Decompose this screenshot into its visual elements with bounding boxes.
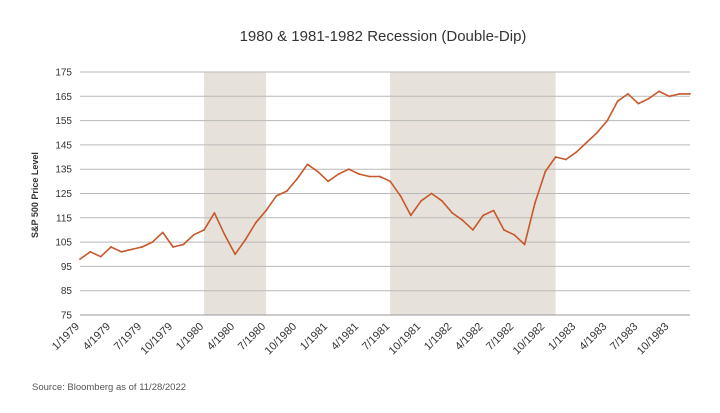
data-point — [347, 168, 350, 171]
data-point — [368, 175, 371, 178]
data-point — [265, 209, 268, 212]
data-point — [151, 241, 154, 244]
source-note: Source: Bloomberg as of 11/28/2022 — [32, 382, 186, 393]
data-point — [420, 199, 423, 202]
data-point — [327, 180, 330, 183]
data-point — [492, 209, 495, 212]
data-point — [471, 229, 474, 231]
data-point — [534, 202, 536, 205]
data-point — [89, 250, 92, 253]
x-tick-label: 4/1983 — [577, 321, 609, 353]
data-point — [182, 243, 185, 246]
y-tick-label: 155 — [55, 116, 72, 127]
data-point — [440, 199, 443, 202]
data-point — [130, 248, 133, 251]
data-point — [596, 131, 598, 134]
y-tick-label: 125 — [55, 189, 72, 200]
data-point — [99, 255, 102, 258]
y-tick-label: 175 — [55, 68, 72, 79]
data-point — [451, 212, 454, 214]
data-point — [378, 175, 381, 178]
data-point — [79, 258, 81, 261]
y-tick-label: 145 — [55, 140, 72, 151]
data-point — [172, 246, 174, 248]
data-point — [554, 156, 557, 158]
data-point — [513, 233, 516, 236]
x-tick-label: 10/1980 — [263, 321, 300, 358]
y-tick-labels: 75 85 95 105 115 125 135 145 155 165 175 — [55, 68, 72, 322]
x-tick-label: 4/1981 — [329, 321, 361, 353]
data-point — [161, 231, 164, 234]
y-tick-label: 95 — [61, 262, 73, 273]
data-point — [409, 214, 412, 217]
data-point — [213, 212, 216, 214]
x-tick-label: 4/1979 — [81, 321, 113, 353]
x-tick-label: 10/1979 — [139, 321, 176, 358]
data-point — [223, 233, 226, 236]
y-tick-label: 115 — [56, 213, 72, 224]
data-point — [275, 195, 278, 197]
y-tick-label: 75 — [61, 311, 73, 322]
chart-title: 1980 & 1981-1982 Recession (Double-Dip) — [240, 28, 527, 45]
data-point — [678, 92, 681, 95]
y-axis-label: S&P 500 Price Level — [30, 152, 40, 238]
x-tick-label: 1/1980 — [174, 321, 206, 353]
data-point — [430, 192, 433, 195]
data-point — [306, 163, 309, 166]
y-tick-label: 85 — [61, 286, 73, 297]
data-point — [285, 190, 288, 192]
data-point — [689, 92, 691, 95]
data-point — [575, 151, 578, 154]
gridlines — [80, 71, 690, 292]
x-tick-label: 4/1980 — [205, 321, 237, 353]
x-tick-label: 10/1982 — [511, 321, 548, 358]
data-point — [120, 250, 123, 253]
y-tick-label: 135 — [55, 165, 72, 176]
data-point — [637, 102, 640, 105]
series-line-1 — [79, 90, 690, 260]
data-point — [203, 229, 205, 231]
data-point — [141, 246, 143, 248]
x-tick-label: 10/1981 — [387, 321, 424, 358]
y-tick-label: 105 — [55, 238, 72, 249]
data-point — [668, 95, 671, 98]
data-point — [244, 238, 247, 241]
data-point — [399, 195, 402, 197]
data-point — [658, 90, 660, 93]
x-tick-label: 4/1982 — [453, 321, 485, 353]
data-point — [296, 178, 299, 180]
data-point — [606, 119, 609, 122]
data-point — [544, 170, 547, 173]
data-point — [523, 243, 526, 246]
data-point — [647, 97, 650, 100]
data-point — [616, 100, 619, 103]
data-point — [234, 253, 236, 256]
y-tick-label: 165 — [55, 92, 72, 103]
data-point — [482, 214, 485, 217]
data-point — [585, 141, 588, 144]
data-point — [110, 246, 112, 248]
data-point — [389, 180, 392, 183]
data-point — [358, 173, 361, 175]
x-tick-label: 1/1983 — [546, 321, 578, 353]
x-tick-label: 1/1979 — [50, 321, 82, 353]
x-tick-label: 1/1982 — [422, 321, 454, 353]
data-point — [192, 233, 195, 236]
data-point — [627, 92, 629, 95]
data-point — [461, 219, 464, 222]
data-point — [337, 173, 340, 175]
x-tick-label: 1/1981 — [298, 321, 330, 353]
data-point — [502, 229, 505, 231]
x-tick-label: 10/1983 — [635, 321, 672, 358]
data-point — [254, 221, 257, 224]
x-tick-labels: 1/19794/19797/197910/19791/19804/19807/1… — [50, 321, 672, 358]
data-point — [565, 158, 567, 161]
data-point — [316, 170, 319, 173]
series — [79, 90, 691, 261]
